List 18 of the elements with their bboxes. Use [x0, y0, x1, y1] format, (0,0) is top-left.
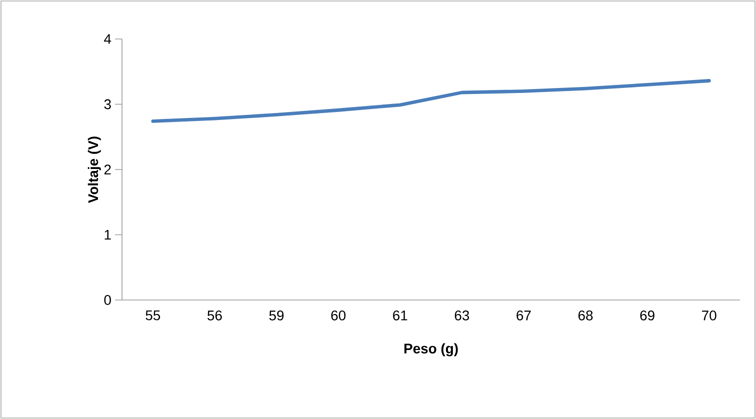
- y-tick-label: 2: [104, 164, 111, 174]
- x-tick-label: 55: [146, 310, 160, 320]
- x-tick-label: 56: [208, 310, 222, 320]
- x-tick-label: 61: [393, 310, 408, 320]
- y-tick-label: 0: [104, 295, 111, 305]
- y-axis-title: Voltaje (V): [88, 136, 101, 203]
- y-tick-label: 4: [104, 34, 112, 44]
- x-tick-label: 59: [269, 310, 284, 320]
- x-tick-label: 60: [331, 310, 346, 320]
- x-tick-label: 69: [640, 310, 654, 320]
- x-tick-label: 63: [454, 310, 470, 320]
- y-tick-label: 3: [104, 99, 111, 110]
- x-tick-label: 68: [578, 310, 593, 320]
- line-series: [151, 79, 711, 123]
- x-tick-label: 67: [516, 310, 531, 320]
- x-tick-label: 70: [702, 310, 716, 320]
- y-tick-label: 1: [104, 230, 111, 240]
- x-axis-title: Peso (g): [404, 343, 458, 356]
